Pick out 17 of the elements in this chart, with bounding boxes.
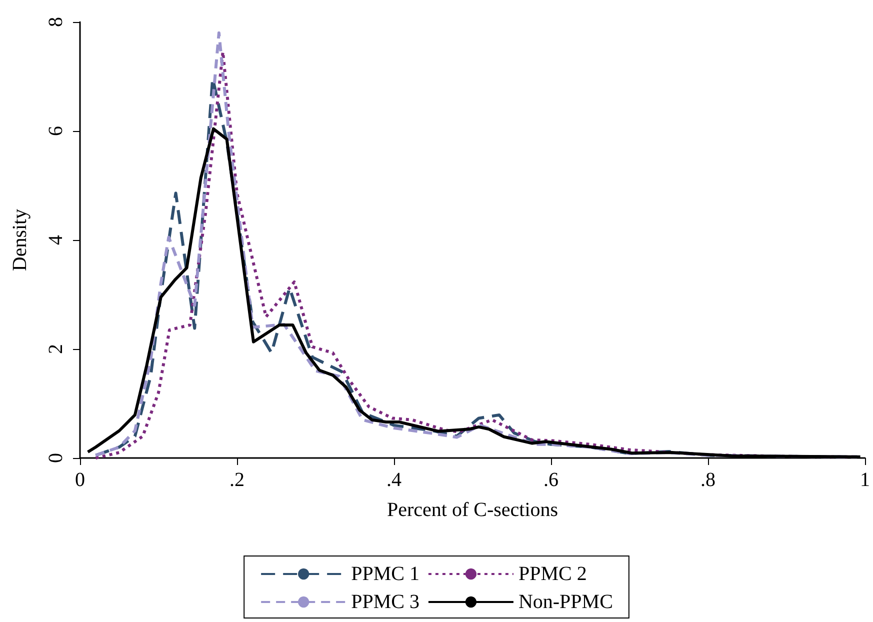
legend-label: PPMC 2 [518, 563, 587, 585]
y-tick-label: 0 [45, 453, 67, 463]
y-axis-title: Density [9, 208, 31, 272]
y-tick-label: 6 [45, 126, 67, 136]
x-axis-title: Percent of C-sections [386, 499, 558, 521]
x-tick-label: .6 [544, 469, 558, 491]
x-tick-label: .2 [230, 469, 244, 491]
legend-label: Non-PPMC [518, 591, 613, 613]
legend-label: PPMC 3 [351, 591, 420, 613]
y-tick-label: 2 [45, 344, 67, 354]
legend-label: PPMC 1 [351, 563, 420, 585]
y-tick-label: 8 [45, 17, 67, 27]
x-tick-label: .8 [700, 469, 716, 491]
x-tick-label: 0 [75, 469, 85, 491]
y-tick-label: 4 [45, 235, 67, 245]
x-tick-label: 1 [860, 469, 870, 491]
x-tick-label: .4 [386, 469, 402, 491]
